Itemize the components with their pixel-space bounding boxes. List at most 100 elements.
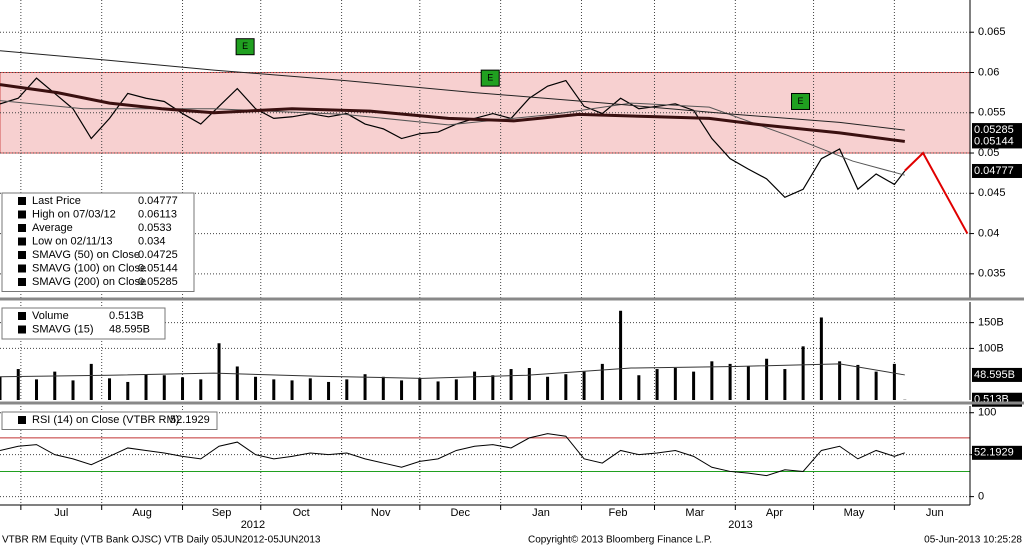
volume-bar [199, 379, 203, 400]
volume-bar [801, 346, 805, 400]
volume-bar [254, 376, 258, 400]
x-tick-label: Jun [926, 507, 944, 519]
volume-bar [692, 371, 696, 400]
legend-value: 0.06113 [138, 208, 177, 220]
volume-bar [673, 368, 677, 400]
legend-value: 0.513B [109, 310, 144, 322]
value-tag-label: 0.05144 [974, 135, 1014, 147]
value-tag [972, 367, 1022, 382]
volume-bar [473, 371, 477, 400]
volume-bar [546, 376, 550, 400]
volume-bar [418, 378, 422, 400]
series-line [904, 151, 969, 235]
volume-bar [345, 379, 349, 400]
volume-bar [655, 369, 659, 400]
series-line [0, 433, 905, 477]
year-label: 2013 [728, 519, 752, 531]
value-tag-label: 48.595B [974, 369, 1015, 381]
panel-separator [0, 297, 1024, 301]
volume-bar [783, 369, 787, 400]
legend-label: Volume [32, 310, 69, 322]
x-tick-label: Aug [132, 507, 152, 519]
volume-bar [400, 380, 404, 400]
legend-box [1, 192, 195, 292]
legend-value: 52.1929 [170, 414, 210, 426]
legend-box [1, 411, 218, 430]
value-tag [972, 163, 1022, 178]
volume-bar [272, 379, 276, 400]
footer-right: 05-Jun-2013 10:25:28 [924, 535, 1022, 546]
legend-icon [18, 264, 26, 273]
y-tick-label: 150B [978, 317, 1004, 329]
event-marker [480, 69, 500, 87]
y-tick-label: 0 [978, 491, 984, 503]
legend-icon [18, 278, 26, 286]
series-line [0, 363, 905, 379]
legend-icon [18, 251, 26, 259]
series-line [0, 83, 906, 143]
volume-bar [491, 375, 495, 400]
volume-bar [619, 310, 623, 400]
legend-label: Last Price [32, 195, 81, 207]
volume-bar [765, 358, 769, 400]
event-marker [235, 38, 255, 56]
volume-bar [108, 378, 112, 400]
x-tick-label: Sep [212, 507, 232, 519]
x-tick-label: Nov [371, 507, 391, 519]
legend-icon [18, 416, 26, 424]
volume-bar [89, 363, 93, 400]
volume-bar [126, 381, 130, 400]
legend-value: 0.0533 [138, 222, 172, 234]
value-tag [972, 134, 1022, 149]
volume-bar [144, 374, 148, 400]
legend-value: 0.04725 [138, 249, 178, 261]
volume-bar [290, 380, 294, 400]
event-marker [791, 92, 811, 110]
event-label: E [242, 41, 248, 51]
legend-label: SMAVG (50) on Close [32, 249, 140, 261]
x-tick-label: Dec [450, 507, 470, 519]
volume-bar [509, 369, 513, 400]
x-tick-label: Jul [54, 507, 68, 519]
x-tick-label: Mar [685, 507, 704, 519]
legend-label: High on 07/03/12 [32, 208, 116, 220]
y-tick-label: 0.05 [978, 147, 999, 159]
x-tick-label: May [844, 507, 865, 519]
legend-icon [18, 325, 26, 334]
value-tag [972, 123, 1022, 138]
legend-icon [18, 224, 26, 232]
value-tag-label: 0.05285 [974, 124, 1014, 136]
volume-bar [235, 366, 239, 400]
x-tick-label: Apr [766, 507, 783, 519]
volume-bar [746, 366, 750, 400]
y-tick-label: 0.035 [978, 268, 1006, 280]
legend-icon [18, 197, 26, 205]
y-tick-label: 0.04 [978, 227, 999, 239]
volume-bar [856, 364, 860, 400]
volume-bar [327, 381, 331, 400]
year-label: 2012 [241, 519, 265, 531]
legend-label: SMAVG (100) on Close [32, 262, 146, 274]
volume-bar [16, 369, 20, 400]
volume-bar [0, 376, 2, 400]
footer-left: VTBR RM Equity (VTB Bank OJSC) VTB Daily… [2, 535, 321, 546]
value-tag-label: 0.04777 [974, 165, 1014, 177]
legend-icon [18, 237, 26, 246]
x-tick-label: Feb [608, 507, 627, 519]
volume-bar [527, 368, 531, 400]
volume-bar [564, 374, 568, 400]
event-label: E [487, 72, 493, 82]
legend-label: Average [32, 222, 73, 234]
volume-bar [217, 343, 221, 400]
legend-label: RSI (14) on Close (VTBR RM) [32, 414, 179, 426]
volume-bar [819, 317, 823, 400]
y-tick-label: 0.055 [978, 107, 1006, 119]
volume-bar [436, 381, 440, 400]
volume-bar [582, 371, 586, 400]
value-tag [972, 445, 1022, 460]
legend-value: 48.595B [109, 323, 150, 335]
legend-label: SMAVG (15) [32, 323, 94, 335]
legend-box [1, 307, 166, 340]
volume-bar [710, 361, 714, 400]
legend-value: 0.05285 [138, 276, 178, 288]
